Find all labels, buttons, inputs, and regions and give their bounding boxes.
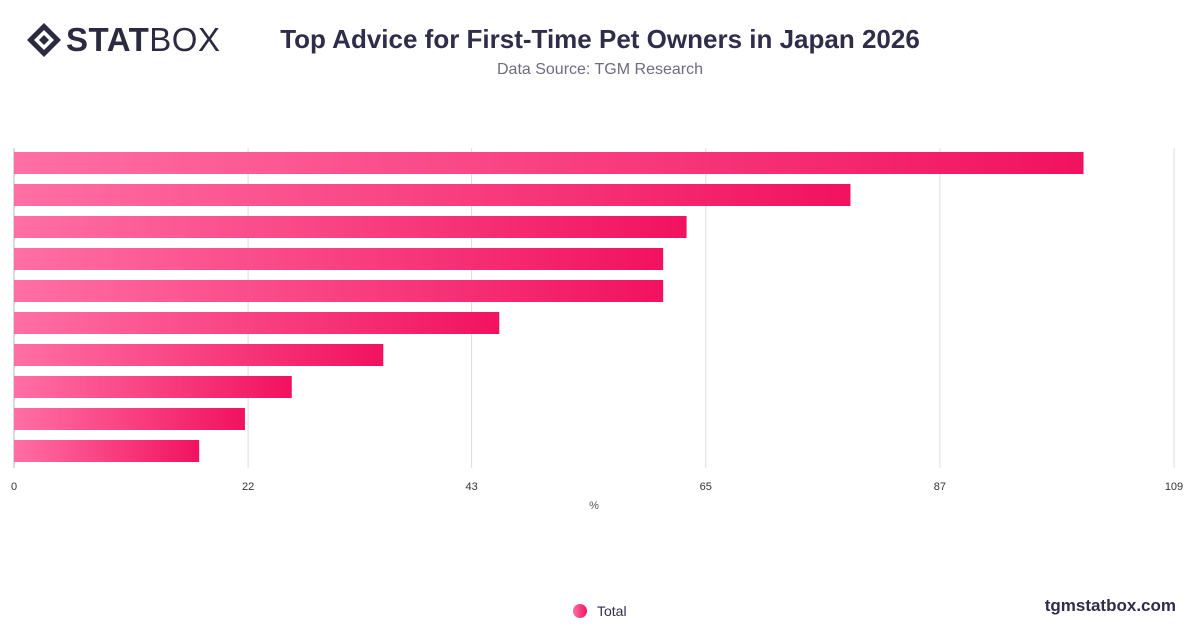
- x-tick-label: 65: [700, 481, 712, 493]
- bar[interactable]: [14, 344, 384, 366]
- statbox-logo-icon: [27, 23, 61, 57]
- x-tick-label: 109: [1165, 481, 1183, 493]
- bar[interactable]: [14, 216, 687, 238]
- brand-url[interactable]: tgmstatbox.com: [1044, 596, 1176, 615]
- logo: STATBOX: [26, 22, 220, 58]
- bar[interactable]: [14, 280, 664, 302]
- x-tick-label: 87: [934, 481, 946, 493]
- x-axis-label: %: [589, 500, 599, 512]
- bars: [14, 152, 1084, 462]
- bar-chart: 0 22 43 65 87 109 %: [11, 148, 1183, 512]
- bar[interactable]: [14, 408, 245, 430]
- bar[interactable]: [14, 184, 851, 206]
- x-tick-label: 0: [11, 481, 17, 493]
- bar[interactable]: [14, 440, 200, 462]
- chart-title: Top Advice for First-Time Pet Owners in …: [280, 24, 920, 54]
- x-axis-ticks: 0 22 43 65 87 109: [11, 481, 1183, 493]
- legend-swatch: [573, 604, 587, 618]
- legend[interactable]: Total: [573, 603, 627, 619]
- logo-text: STATBOX: [66, 21, 221, 58]
- legend-label-total: Total: [597, 603, 627, 619]
- chart-subtitle: Data Source: TGM Research: [496, 61, 703, 78]
- bar[interactable]: [14, 312, 500, 334]
- bar[interactable]: [14, 248, 664, 270]
- bar[interactable]: [14, 152, 1084, 174]
- x-tick-label: 43: [465, 481, 477, 493]
- x-tick-label: 22: [242, 481, 254, 493]
- bar[interactable]: [14, 376, 292, 398]
